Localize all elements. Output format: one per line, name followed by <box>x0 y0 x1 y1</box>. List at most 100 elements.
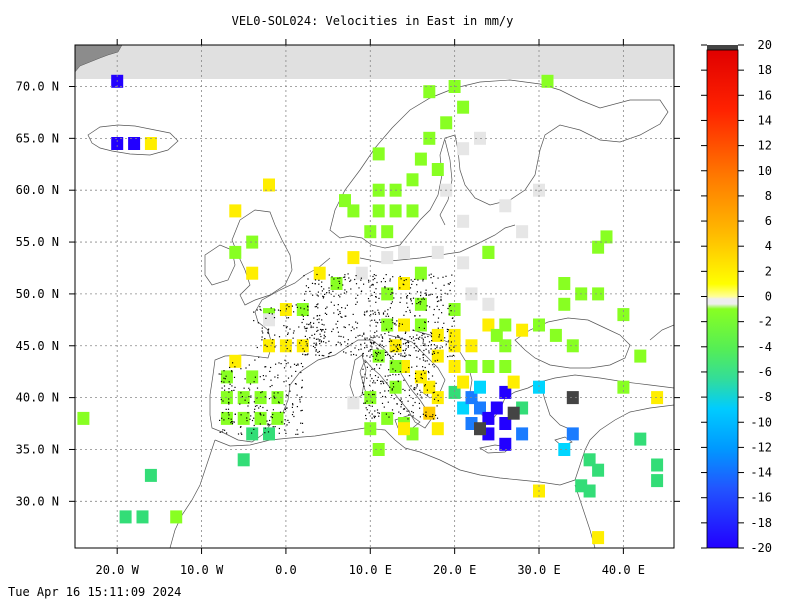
station-dot <box>278 401 280 403</box>
station-dot <box>322 341 325 343</box>
station-dot <box>425 292 427 294</box>
station-dot <box>261 391 263 393</box>
station-dot <box>388 331 390 333</box>
lon-tick-label: 30.0 E <box>517 563 560 577</box>
station-dot <box>338 280 340 282</box>
station-dot <box>419 349 421 351</box>
station-dot <box>286 339 289 341</box>
station-dot <box>306 354 308 356</box>
station-dot <box>289 390 291 392</box>
station-dot <box>380 321 382 323</box>
station-dot <box>414 315 416 317</box>
station-dot <box>378 415 380 417</box>
station-dot <box>309 290 311 292</box>
station-dot <box>266 409 268 411</box>
station-dot <box>407 341 409 343</box>
station-dot <box>317 291 319 293</box>
station-dot <box>399 287 401 289</box>
station-dot <box>354 278 356 281</box>
station-dot <box>291 406 293 408</box>
station-dot <box>286 326 288 328</box>
station-dot <box>415 338 417 340</box>
station-dot <box>355 336 357 339</box>
station-dot <box>319 339 321 341</box>
velocity-cells <box>77 74 664 545</box>
station-dot <box>358 349 360 351</box>
station-dot <box>294 383 297 385</box>
station-dot <box>411 410 413 413</box>
station-dot <box>254 405 257 407</box>
station-dot <box>392 350 394 352</box>
velocity-cell <box>263 427 275 441</box>
station-dot <box>377 359 379 361</box>
station-dot <box>382 381 384 383</box>
station-dot <box>438 300 440 302</box>
station-dot <box>228 391 230 393</box>
station-dot <box>300 339 302 342</box>
station-dot <box>428 274 430 276</box>
velocity-cell <box>372 204 385 218</box>
station-dot <box>394 370 397 372</box>
station-dot <box>229 383 231 385</box>
velocity-cell <box>423 406 436 420</box>
station-dot <box>337 341 339 343</box>
station-dot <box>431 375 434 377</box>
station-dot <box>224 378 226 380</box>
station-dot <box>436 345 438 347</box>
lat-tick-label: 70.0 N <box>16 79 59 93</box>
greenland-landmass <box>75 45 123 73</box>
station-dot <box>317 307 319 309</box>
station-dot <box>320 286 323 288</box>
station-dot <box>408 389 410 391</box>
station-dot <box>293 330 295 332</box>
station-dot <box>262 375 264 377</box>
station-dot <box>449 282 451 284</box>
station-dot <box>432 414 434 416</box>
velocity-cell <box>482 411 495 425</box>
station-dot <box>301 314 303 316</box>
velocity-cell <box>617 380 630 394</box>
station-dot <box>279 411 282 413</box>
station-dot <box>420 295 422 297</box>
station-dot <box>376 379 378 381</box>
station-dot <box>413 388 415 390</box>
station-dot <box>312 326 314 328</box>
station-dot <box>375 296 377 298</box>
station-dot <box>303 350 305 352</box>
station-dot <box>408 410 410 412</box>
station-dot <box>405 279 407 281</box>
velocity-cell <box>482 360 495 373</box>
station-dot <box>425 294 427 296</box>
station-dot <box>314 306 316 308</box>
station-dot <box>376 330 378 332</box>
station-dot <box>396 347 399 350</box>
station-dot <box>229 366 231 369</box>
velocity-cell <box>414 370 427 384</box>
station-dot <box>366 409 368 411</box>
station-dot <box>378 336 380 338</box>
station-dot <box>247 412 249 414</box>
station-dot <box>368 300 370 302</box>
station-dot <box>377 322 379 324</box>
station-dot <box>382 395 384 398</box>
station-dot <box>389 374 391 376</box>
station-dot <box>366 346 368 348</box>
station-dot <box>448 305 450 307</box>
station-dot <box>447 356 449 358</box>
station-dot <box>296 429 298 431</box>
station-dot <box>452 317 454 319</box>
station-dot <box>262 406 264 409</box>
station-dot <box>326 306 328 308</box>
station-dot <box>218 373 220 375</box>
station-dot <box>300 410 302 412</box>
station-dot <box>414 401 416 404</box>
station-dot <box>403 279 405 282</box>
station-dot <box>424 343 426 345</box>
station-dot <box>419 407 421 409</box>
station-dot <box>381 402 384 404</box>
station-dot <box>437 400 439 402</box>
station-dot <box>370 310 372 312</box>
station-dot <box>378 311 380 314</box>
station-dot <box>370 314 372 316</box>
station-dot <box>416 380 418 382</box>
